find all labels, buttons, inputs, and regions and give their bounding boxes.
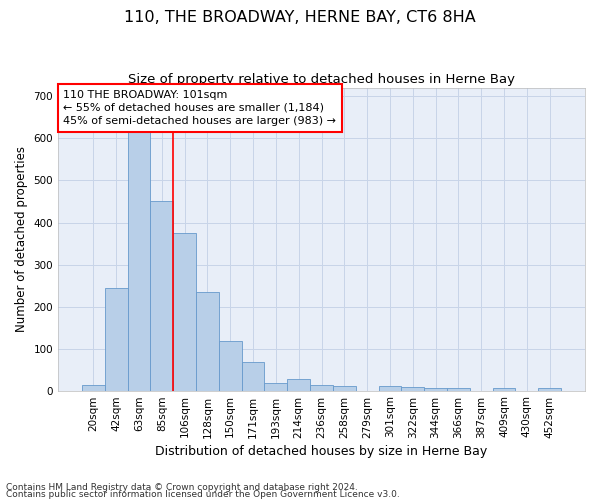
Bar	[82, 384, 105, 390]
Bar	[379, 386, 401, 390]
Text: Contains public sector information licensed under the Open Government Licence v3: Contains public sector information licen…	[6, 490, 400, 499]
Bar	[196, 292, 219, 390]
Bar	[401, 387, 424, 390]
Bar	[493, 388, 515, 390]
Bar	[447, 388, 470, 390]
Bar	[424, 388, 447, 390]
Title: Size of property relative to detached houses in Herne Bay: Size of property relative to detached ho…	[128, 72, 515, 86]
Bar	[151, 202, 173, 390]
Y-axis label: Number of detached properties: Number of detached properties	[15, 146, 28, 332]
X-axis label: Distribution of detached houses by size in Herne Bay: Distribution of detached houses by size …	[155, 444, 488, 458]
Bar	[333, 386, 356, 390]
Bar	[287, 379, 310, 390]
Bar	[173, 233, 196, 390]
Bar	[128, 130, 151, 390]
Text: 110, THE BROADWAY, HERNE BAY, CT6 8HA: 110, THE BROADWAY, HERNE BAY, CT6 8HA	[124, 10, 476, 25]
Text: Contains HM Land Registry data © Crown copyright and database right 2024.: Contains HM Land Registry data © Crown c…	[6, 484, 358, 492]
Bar	[538, 388, 561, 390]
Bar	[105, 288, 128, 391]
Bar	[310, 384, 333, 390]
Text: 110 THE BROADWAY: 101sqm
← 55% of detached houses are smaller (1,184)
45% of sem: 110 THE BROADWAY: 101sqm ← 55% of detach…	[64, 90, 337, 126]
Bar	[242, 362, 265, 390]
Bar	[265, 384, 287, 390]
Bar	[219, 341, 242, 390]
